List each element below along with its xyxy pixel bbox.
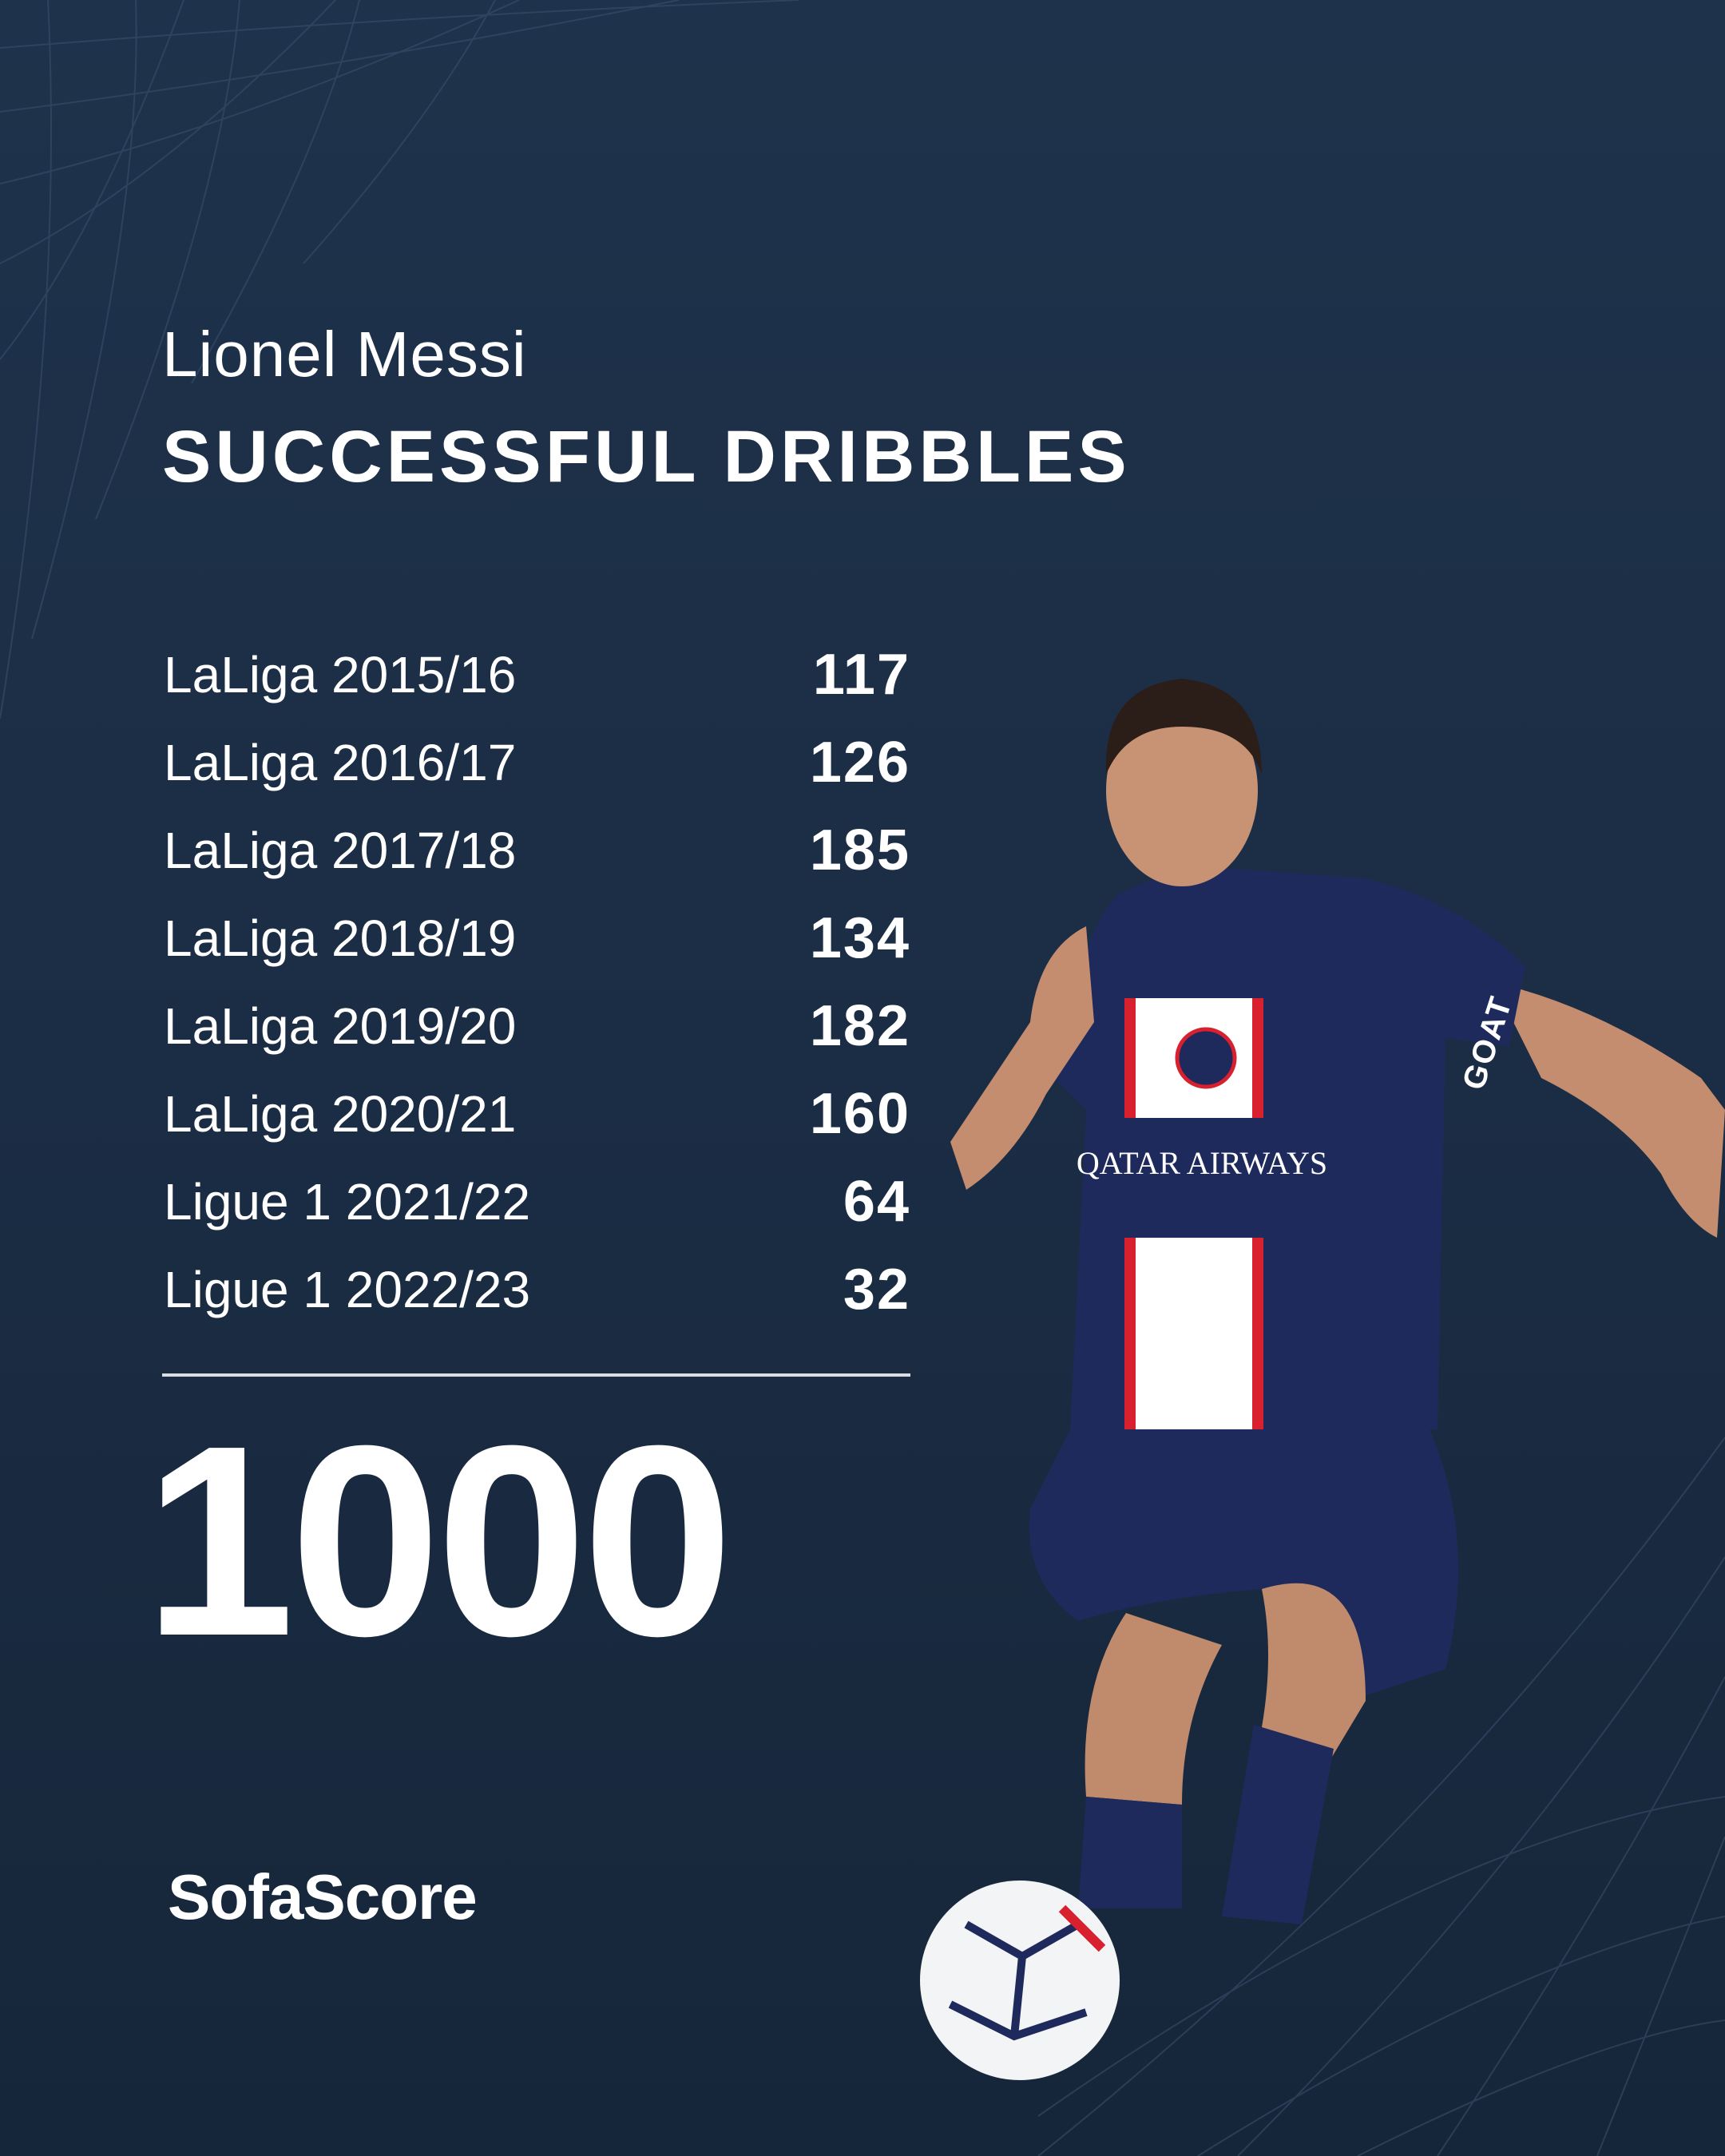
season-value: 182 <box>809 994 910 1058</box>
season-row: LaLiga 2020/21 160 <box>164 1070 910 1158</box>
season-value: 32 <box>843 1258 910 1322</box>
season-label: LaLiga 2019/20 <box>164 997 517 1055</box>
season-value: 126 <box>809 731 910 795</box>
season-label: LaLiga 2015/16 <box>164 646 517 703</box>
total-dribbles: 1000 <box>144 1389 733 1693</box>
sofascore-logo: SofaScore <box>168 1861 478 1932</box>
stat-title: SUCCESSFUL DRIBBLES <box>162 416 1131 497</box>
season-value: 134 <box>809 906 910 970</box>
season-value: 64 <box>843 1170 910 1234</box>
season-label: LaLiga 2018/19 <box>164 910 517 967</box>
season-label: LaLiga 2017/18 <box>164 822 517 879</box>
player-photo: QATAR AIRWAYS GOAT <box>920 679 1725 2080</box>
season-value: 160 <box>809 1082 910 1146</box>
club-crest-icon <box>1175 1027 1237 1089</box>
season-row: LaLiga 2019/20 182 <box>164 982 910 1070</box>
season-label: LaLiga 2016/17 <box>164 734 517 791</box>
season-value: 117 <box>812 643 910 707</box>
season-row: Ligue 1 2022/23 32 <box>164 1246 910 1334</box>
season-row: LaLiga 2016/17 126 <box>164 719 910 807</box>
sponsor-text: QATAR AIRWAYS <box>1077 1145 1327 1181</box>
season-row: LaLiga 2017/18 185 <box>164 807 910 894</box>
season-row: LaLiga 2015/16 117 <box>164 631 910 719</box>
season-label: Ligue 1 2022/23 <box>164 1261 531 1318</box>
player-name: Lionel Messi <box>162 319 527 390</box>
season-label: LaLiga 2020/21 <box>164 1085 517 1143</box>
season-list: LaLiga 2015/16 117 LaLiga 2016/17 126 LaLi… <box>164 631 910 1334</box>
season-value: 185 <box>809 818 910 882</box>
season-label: Ligue 1 2021/22 <box>164 1173 531 1231</box>
season-row: LaLiga 2018/19 134 <box>164 894 910 982</box>
divider <box>162 1373 910 1377</box>
season-row: Ligue 1 2021/22 64 <box>164 1158 910 1246</box>
